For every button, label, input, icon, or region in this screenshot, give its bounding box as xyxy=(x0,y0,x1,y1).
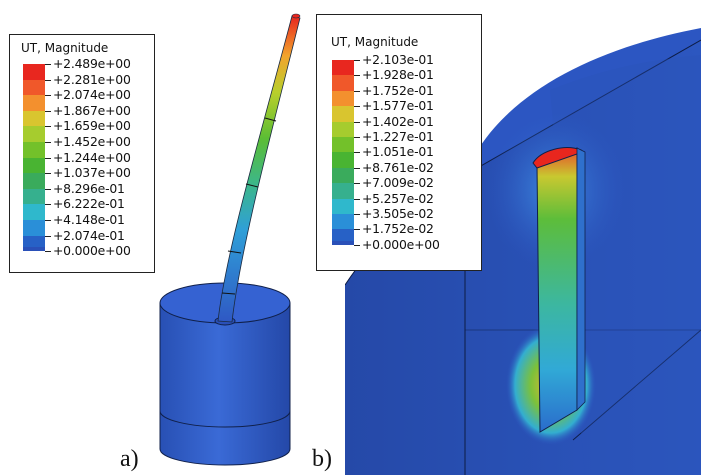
legend-swatch xyxy=(332,167,354,184)
legend-swatch xyxy=(23,79,45,96)
channel xyxy=(532,147,586,433)
legend-swatch xyxy=(23,157,45,174)
legend-tick-label: +1.577e-01 xyxy=(362,98,434,114)
legend-tick xyxy=(45,173,51,175)
legend-tick-label: +1.402e-01 xyxy=(362,113,434,129)
legend-swatch xyxy=(23,95,45,111)
legend-swatch xyxy=(23,64,45,80)
legend-tick xyxy=(45,110,51,112)
legend-tick xyxy=(354,121,360,123)
legend-tick xyxy=(354,106,360,108)
legend-panel-b: UT, Magnitude +2.103e-01 +1.928e-01 +1.752… xyxy=(316,14,482,271)
legend-swatch xyxy=(332,137,354,153)
legend-swatch xyxy=(332,198,354,214)
legend-tick-label: +0.000e+00 xyxy=(53,243,131,259)
legend-tick xyxy=(354,167,360,169)
legend-tick-label: +1.244e+00 xyxy=(53,149,131,165)
legend-swatch-min xyxy=(332,240,354,245)
panel-label-b: b) xyxy=(312,446,332,472)
legend-tick-label: +8.761e-02 xyxy=(362,159,434,175)
panel-label-a: a) xyxy=(120,446,139,472)
legend-tick xyxy=(354,90,360,92)
legend-tick xyxy=(354,152,360,154)
legend-title: UT, Magnitude xyxy=(331,35,419,49)
legend-tick-label: +2.281e+00 xyxy=(53,71,131,87)
legend-swatch xyxy=(332,90,354,107)
legend-tick xyxy=(354,198,360,200)
legend-tick xyxy=(45,220,51,221)
legend-tick-label: +1.752e-02 xyxy=(362,221,434,237)
legend-swatch xyxy=(23,204,45,220)
legend-swatch xyxy=(23,188,45,205)
legend-tick xyxy=(354,229,360,231)
legend-tick xyxy=(45,188,51,190)
legend-tick xyxy=(45,79,51,81)
legend-swatch xyxy=(332,60,354,76)
legend-tick xyxy=(354,75,360,77)
legend-tick-label: +2.103e-01 xyxy=(362,52,434,67)
legend-swatch xyxy=(23,173,45,189)
legend-tick-label: +3.505e-02 xyxy=(362,206,434,221)
legend-swatch xyxy=(23,220,45,236)
legend-tick-label: +2.489e+00 xyxy=(53,56,131,71)
legend-tick xyxy=(45,64,51,65)
legend-swatch xyxy=(332,106,354,122)
legend-tick-label: +8.296e-01 xyxy=(53,180,125,196)
legend-swatch xyxy=(332,183,354,199)
legend-title: UT, Magnitude xyxy=(21,41,109,55)
legend-swatch xyxy=(332,121,354,137)
legend-tick-label: +1.867e+00 xyxy=(53,102,131,118)
legend-tick xyxy=(45,235,51,237)
legend-tick-label: +2.074e+00 xyxy=(53,87,131,103)
legend-tick-label: +1.928e-01 xyxy=(362,67,434,83)
legend-tick xyxy=(354,244,360,246)
legend-swatch-min xyxy=(23,247,45,252)
legend-tick-label: +1.051e-01 xyxy=(362,144,434,160)
legend-tick-label: +6.222e-01 xyxy=(53,196,125,212)
legend-tick-label: +7.009e-02 xyxy=(362,175,434,191)
legend-tick xyxy=(354,214,360,215)
legend-tick-label: +1.227e-01 xyxy=(362,129,434,144)
legend-swatch xyxy=(332,75,354,91)
legend-tick xyxy=(45,95,51,97)
legend-tick xyxy=(45,142,51,143)
legend-tick-label: +1.659e+00 xyxy=(53,118,131,134)
panel-a: UT, Magnitude +2.489e+00 +2.281e+00 +2.074… xyxy=(0,0,345,475)
legend-panel-a: UT, Magnitude +2.489e+00 +2.281e+00 +2.074… xyxy=(9,34,155,273)
legend-tick-label: +0.000e+00 xyxy=(362,236,440,252)
legend-swatch xyxy=(23,110,45,127)
legend-tick xyxy=(354,183,360,185)
legend-tick xyxy=(354,60,360,61)
legend-tick xyxy=(354,137,360,138)
legend-swatch xyxy=(332,152,354,168)
legend-tick-label: +1.452e+00 xyxy=(53,134,131,149)
legend-tick xyxy=(45,157,51,159)
legend-tick xyxy=(45,126,51,128)
legend-tick-label: +4.148e-01 xyxy=(53,212,125,227)
legend-tick xyxy=(45,204,51,206)
legend-tick-label: +1.752e-01 xyxy=(362,82,434,98)
legend-swatch xyxy=(23,142,45,158)
legend-swatch xyxy=(23,126,45,142)
panel-a-model xyxy=(159,13,301,466)
legend-tick xyxy=(45,251,51,253)
legend-swatch xyxy=(332,214,354,230)
legend-tick-label: +2.074e-01 xyxy=(53,227,125,243)
legend-tick-label: +1.037e+00 xyxy=(53,165,131,181)
panel-b: UT, Magnitude +2.103e-01 +1.928e-01 +1.752… xyxy=(312,0,701,475)
deformed-rod xyxy=(217,13,301,323)
legend-tick-label: +5.257e-02 xyxy=(362,190,434,206)
